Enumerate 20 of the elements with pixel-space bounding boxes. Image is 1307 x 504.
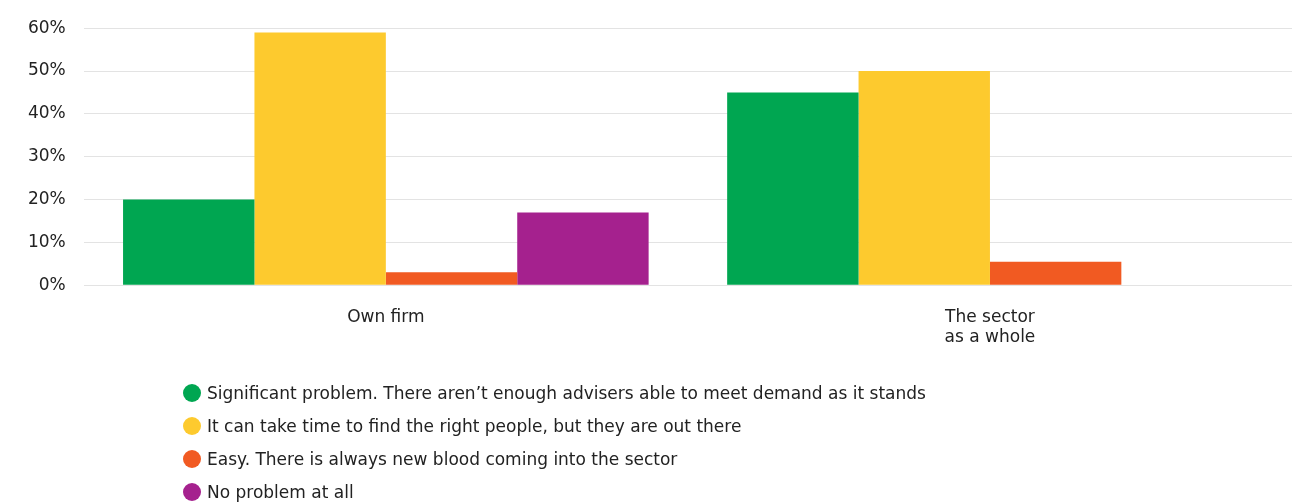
legend-label: Significant problem. There aren’t enough advisers able to meet demand as it stands (207, 382, 926, 403)
x-tick-label: Own firm (347, 305, 425, 326)
bar (123, 199, 255, 285)
bar (254, 32, 386, 285)
y-tick-label: 60% (27, 16, 66, 37)
bar (858, 71, 990, 285)
bar (989, 261, 1122, 285)
legend-label: Easy. There is always new blood coming into the sector (207, 448, 678, 469)
legend-label: No problem at all (207, 481, 354, 502)
y-tick-label: 0% (38, 273, 66, 294)
y-tick-label: 30% (27, 145, 66, 166)
y-tick-label: 20% (27, 187, 66, 208)
bar (517, 212, 649, 285)
y-tick-label: 10% (27, 230, 66, 251)
bar (385, 272, 518, 285)
legend-label: It can take time to find the right people, but they are out there (207, 415, 742, 436)
x-tick-label: The sector as a whole (944, 305, 1036, 347)
y-tick-label: 40% (27, 102, 66, 123)
bar (727, 92, 859, 285)
y-tick-label: 50% (27, 59, 66, 80)
